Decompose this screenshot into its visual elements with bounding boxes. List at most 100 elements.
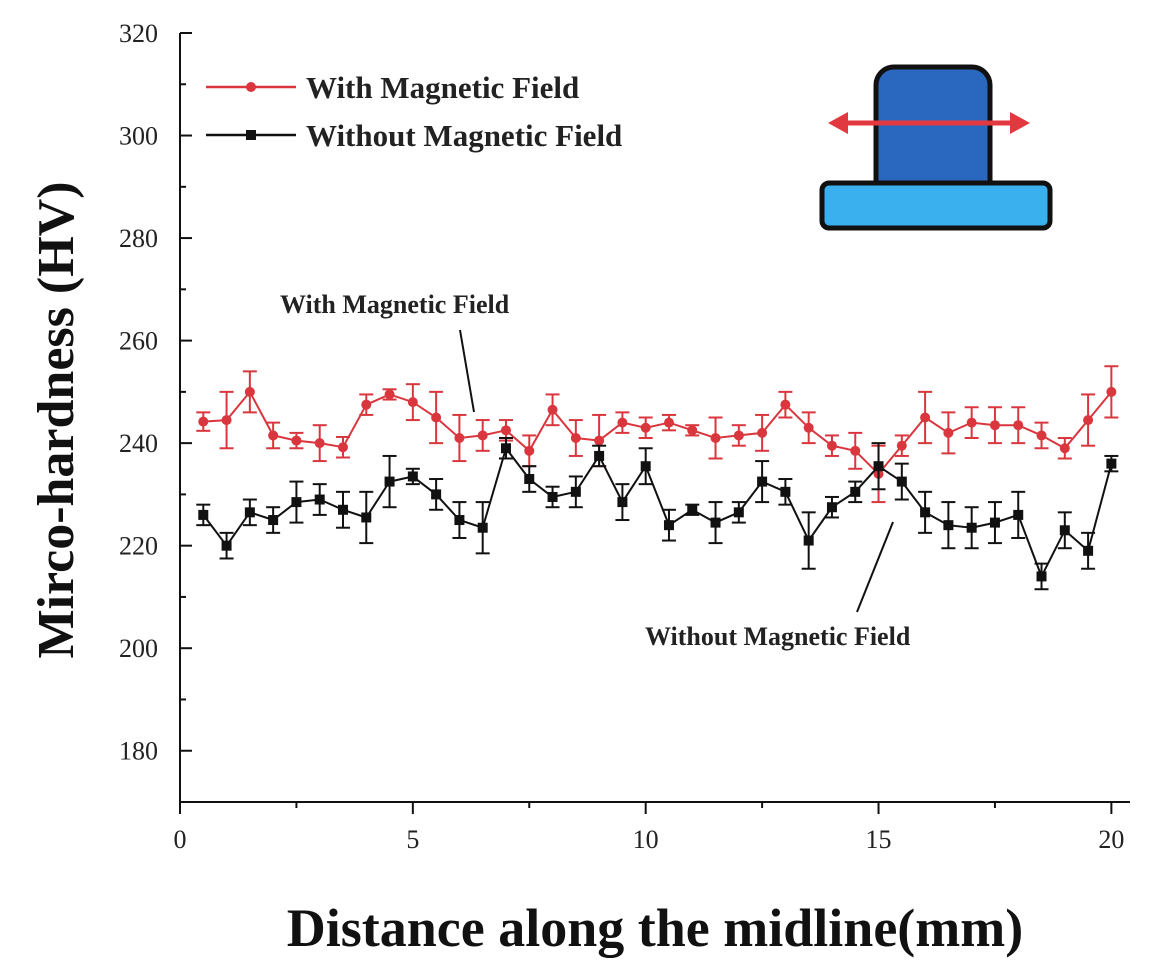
data-point	[221, 415, 232, 426]
data-point	[1013, 420, 1024, 431]
data-point	[896, 476, 907, 487]
data-point	[663, 520, 674, 531]
annotation-without-field-label: Without Magnetic Field	[645, 622, 911, 651]
data-point	[1083, 415, 1094, 426]
data-point	[710, 433, 721, 444]
sample-schematic-inset	[819, 64, 1053, 231]
y-tick-label: 220	[119, 532, 158, 561]
annotation-with-field: With Magnetic Field	[280, 290, 510, 413]
data-point	[826, 502, 837, 513]
plot-axes	[179, 33, 1130, 803]
x-tick-label: 10	[633, 825, 659, 854]
data-point	[757, 476, 768, 487]
data-point	[617, 417, 628, 428]
data-point	[547, 404, 558, 415]
data-point	[896, 440, 907, 451]
data-point	[710, 517, 721, 528]
data-point	[244, 386, 255, 397]
data-point	[803, 422, 814, 433]
x-tick-label: 5	[406, 825, 419, 854]
data-point	[221, 540, 232, 551]
legend-item-without-field: Without Magnetic Field	[206, 118, 622, 153]
data-point	[594, 450, 605, 461]
data-point	[803, 535, 814, 546]
data-point	[431, 489, 442, 500]
inset-base-plate	[819, 180, 1053, 231]
data-point	[617, 497, 628, 508]
data-point	[780, 486, 791, 497]
inset-arrow-left-head	[828, 112, 848, 134]
data-point	[989, 420, 1000, 431]
data-point	[570, 486, 581, 497]
data-point	[524, 445, 535, 456]
series-line	[203, 390, 1113, 476]
data-point	[454, 515, 465, 526]
x-tick-label: 20	[1098, 825, 1124, 854]
series-line	[202, 446, 1113, 579]
inset-arrow-right-head	[1010, 112, 1030, 134]
data-point	[966, 522, 977, 533]
y-tick-label: 260	[119, 327, 158, 356]
annotation-with-field-pointer	[459, 329, 475, 413]
data-point	[966, 417, 977, 428]
legend-item-with-field: With Magnetic Field	[206, 70, 579, 105]
data-point	[1059, 443, 1070, 454]
data-point	[687, 425, 698, 436]
data-point	[337, 504, 348, 515]
data-point	[244, 507, 255, 518]
data-point	[850, 445, 861, 456]
x-tick-label: 15	[866, 825, 892, 854]
data-point	[407, 397, 418, 408]
data-point	[1036, 571, 1047, 582]
y-axis-title: Mirco-hardness (HV)	[28, 181, 85, 658]
legend: With Magnetic Field Without Magnetic Fie…	[206, 70, 622, 153]
data-point	[547, 491, 558, 502]
data-point	[780, 399, 791, 410]
data-point	[920, 507, 931, 518]
series-layer	[196, 365, 1119, 591]
data-point	[1013, 509, 1024, 520]
y-tick-label: 300	[119, 122, 158, 151]
data-point	[198, 416, 209, 427]
legend-marker-without-field	[246, 130, 256, 140]
annotation-with-field-label: With Magnetic Field	[280, 290, 510, 319]
data-point	[454, 433, 465, 444]
data-point	[757, 427, 768, 438]
data-point	[663, 417, 674, 428]
y-tick-label: 180	[119, 737, 158, 766]
annotation-without-field-pointer	[856, 521, 894, 613]
data-point	[268, 430, 279, 441]
x-axis-ticks: 0 5 10 15 20	[174, 802, 1124, 854]
data-point	[337, 442, 348, 453]
y-tick-label: 280	[119, 224, 158, 253]
data-point	[687, 504, 698, 515]
data-point	[873, 461, 884, 472]
data-point	[431, 412, 442, 423]
data-point	[268, 515, 279, 526]
data-point	[477, 522, 488, 533]
y-tick-label: 240	[119, 429, 158, 458]
legend-label-without-field: Without Magnetic Field	[306, 118, 622, 153]
legend-marker-with-field	[246, 82, 256, 92]
data-point	[1059, 525, 1070, 536]
data-point	[361, 512, 372, 523]
data-point	[989, 517, 1000, 528]
x-axis-title: Distance along the midline(mm)	[287, 898, 1023, 958]
data-point	[500, 443, 511, 454]
data-point	[826, 440, 837, 451]
data-point	[943, 520, 954, 531]
x-tick-label: 0	[174, 825, 187, 854]
data-point	[1083, 545, 1094, 556]
annotation-without-field: Without Magnetic Field	[645, 521, 911, 651]
data-point	[291, 497, 302, 508]
data-point	[384, 389, 395, 400]
data-point	[850, 486, 861, 497]
data-point	[570, 433, 581, 444]
data-point	[640, 461, 651, 472]
data-point	[407, 471, 418, 482]
data-point	[361, 399, 372, 410]
y-tick-label: 320	[119, 19, 158, 48]
data-point	[384, 476, 395, 487]
data-point	[640, 422, 651, 433]
